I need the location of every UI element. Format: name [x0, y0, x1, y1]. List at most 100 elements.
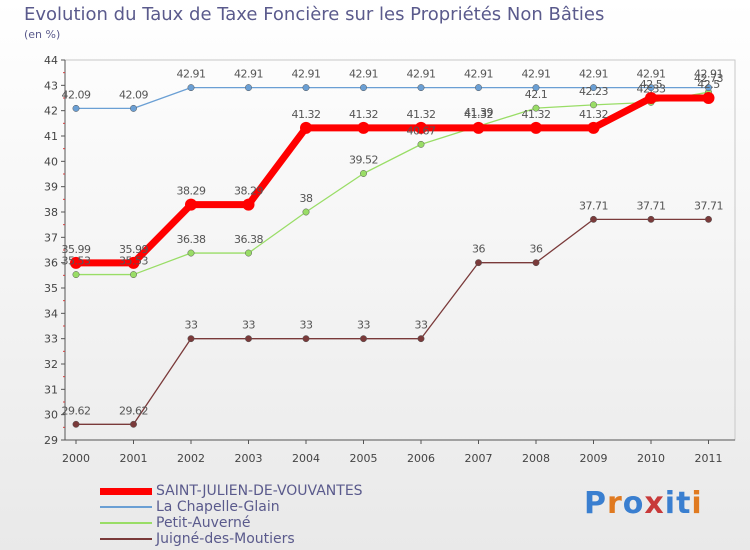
data-point	[302, 84, 310, 92]
data-point	[705, 215, 712, 223]
data-label: 37.71	[637, 199, 666, 212]
data-label: 33	[185, 319, 198, 332]
chart-subtitle: (en %)	[24, 28, 61, 41]
x-tick-label: 2005	[350, 452, 378, 465]
data-point	[590, 215, 597, 223]
data-label: 42.5	[640, 78, 663, 91]
proxiti-logo[interactable]: Proxiti	[584, 486, 703, 521]
legend-swatch	[100, 522, 152, 524]
data-label: 42.91	[177, 68, 206, 81]
x-tick-label: 2002	[177, 452, 205, 465]
data-label: 41.32	[464, 108, 493, 121]
logo-letter: x	[644, 486, 665, 521]
y-tick-label: 36	[44, 257, 58, 270]
data-point	[590, 84, 597, 92]
data-point	[357, 121, 370, 134]
legend-label: Juigné-des-Moutiers	[156, 531, 295, 547]
data-label: 33	[242, 319, 255, 332]
x-tick-label: 2003	[235, 452, 263, 465]
logo-letter: i	[664, 486, 677, 521]
data-point	[72, 420, 80, 428]
data-point	[360, 170, 367, 177]
y-tick-label: 32	[44, 358, 58, 371]
y-tick-label: 37	[44, 231, 58, 244]
data-label: 42.1	[525, 88, 548, 101]
legend-label: La Chapelle-Glain	[156, 499, 280, 515]
data-label: 36.38	[234, 233, 263, 246]
data-point	[130, 420, 137, 428]
data-label: 38.29	[234, 185, 263, 198]
data-point	[532, 259, 540, 267]
logo-letter: o	[622, 486, 645, 521]
data-label: 33	[300, 319, 313, 332]
data-label: 42.5	[697, 78, 720, 91]
data-label: 35.99	[62, 243, 91, 256]
data-label: 36	[472, 243, 485, 256]
data-label: 42.09	[62, 88, 91, 101]
data-point	[532, 84, 540, 92]
data-point	[70, 256, 82, 269]
data-label: 35.99	[119, 243, 148, 256]
data-label: 41.39	[464, 106, 493, 119]
series-line	[72, 94, 712, 267]
data-label: 41.32	[579, 108, 608, 121]
y-tick-label: 38	[44, 206, 58, 219]
data-label: 29.62	[119, 404, 148, 417]
x-tick-label: 2009	[580, 452, 608, 465]
y-tick-label: 43	[44, 79, 58, 92]
data-point	[417, 335, 425, 343]
data-point	[475, 84, 482, 92]
data-point	[360, 84, 367, 92]
plot-frame	[64, 59, 736, 441]
data-point	[245, 249, 252, 257]
y-tick-label: 29	[44, 434, 58, 447]
y-tick-label: 30	[44, 409, 58, 422]
data-point	[187, 249, 195, 257]
data-point	[245, 84, 252, 92]
data-point	[647, 215, 655, 223]
data-point	[185, 198, 197, 211]
legend-swatch	[100, 538, 152, 540]
data-label: 42.91	[349, 68, 378, 81]
y-tick-label: 35	[44, 282, 58, 295]
x-tick-label: 2001	[120, 452, 148, 465]
legend-label: SAINT-JULIEN-DE-VOUVANTES	[156, 483, 363, 499]
data-label: 33	[415, 319, 428, 332]
data-label: 42.91	[464, 68, 493, 81]
data-label: 36	[530, 243, 543, 256]
chart-title: Evolution du Taux de Taxe Foncière sur l…	[24, 4, 605, 25]
data-label: 39.52	[349, 153, 378, 166]
data-label: 40.67	[407, 124, 436, 137]
data-point	[475, 259, 482, 267]
data-label: 42.91	[234, 68, 263, 81]
data-label: 41.32	[522, 108, 551, 121]
data-point	[72, 104, 80, 112]
logo-letter: t	[676, 486, 692, 521]
data-point	[530, 121, 542, 134]
data-point	[245, 335, 252, 343]
data-point	[472, 121, 485, 134]
x-tick-label: 2010	[637, 452, 665, 465]
data-point	[417, 140, 425, 148]
x-tick-label: 2011	[695, 452, 723, 465]
x-tick-label: 2008	[522, 452, 550, 465]
y-tick-label: 33	[44, 333, 58, 346]
data-point	[590, 101, 597, 109]
data-point	[127, 256, 140, 269]
data-label: 42.91	[579, 68, 608, 81]
y-tick-label: 34	[44, 307, 58, 320]
data-point	[702, 92, 715, 104]
data-label: 42.73	[694, 72, 723, 85]
data-point	[705, 84, 712, 92]
y-tick-label: 42	[44, 105, 58, 118]
data-label: 42.91	[694, 68, 723, 81]
series-line	[75, 86, 710, 110]
legend-label: Petit-Auverné	[156, 515, 251, 531]
series-line	[75, 218, 710, 425]
y-tick-label: 44	[44, 54, 58, 67]
data-label: 42.09	[119, 88, 148, 101]
x-tick-label: 2007	[465, 452, 493, 465]
data-label: 41.32	[292, 108, 321, 121]
data-label: 42.23	[579, 85, 608, 98]
